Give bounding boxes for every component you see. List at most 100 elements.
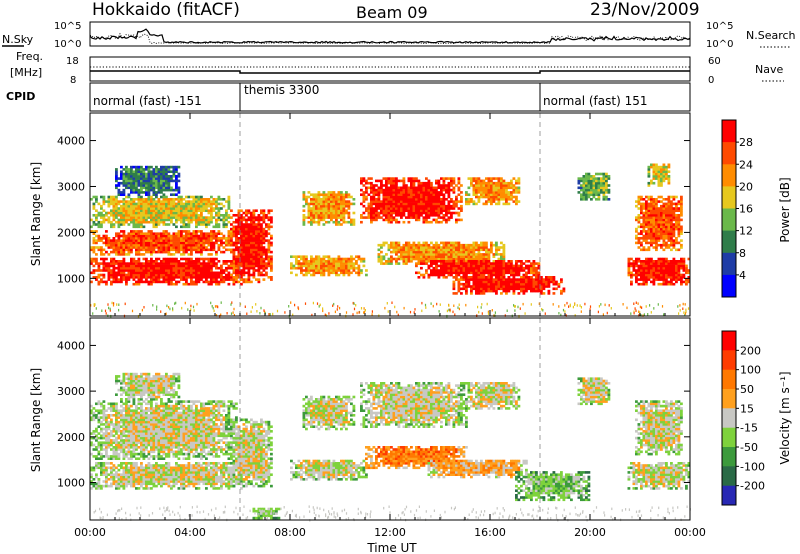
- heatmap-cell: [392, 186, 396, 190]
- heatmap-cell: [392, 204, 396, 208]
- heatmap-cell: [165, 200, 168, 203]
- heatmap-cell: [120, 211, 123, 215]
- heatmap-cell: [585, 181, 588, 185]
- heatmap-cell: [265, 271, 268, 275]
- heatmap-cell: [477, 255, 481, 258]
- heatmap-cell: [257, 214, 261, 217]
- heatmap-cell: [102, 214, 106, 217]
- heatmap-cell: [387, 193, 391, 196]
- heatmap-cell: [492, 188, 496, 192]
- heatmap-cell: [642, 264, 646, 268]
- heatmap-cell: [347, 202, 351, 206]
- heatmap-cell: [192, 260, 196, 263]
- heatmap-cell: [672, 266, 676, 270]
- heatmap-cell: [427, 253, 431, 256]
- heatmap-cell: [487, 200, 491, 203]
- heatmap-cell: [585, 175, 588, 178]
- heatmap-cell: [197, 243, 201, 247]
- heatmap-cell: [222, 271, 226, 275]
- heatmap-cell: [485, 276, 488, 279]
- heatmap-cell: [527, 287, 531, 291]
- heatmap-cell: [147, 230, 151, 233]
- heatmap-cell: [395, 220, 398, 224]
- heatmap-cell: [487, 273, 491, 277]
- heatmap-cell: [387, 216, 391, 219]
- heatmap-cell: [295, 257, 298, 261]
- heatmap-cell: [167, 175, 171, 178]
- heatmap-cell: [205, 218, 208, 222]
- heatmap-cell: [155, 218, 158, 222]
- heatmap-cell: [235, 237, 238, 240]
- heatmap-cell: [122, 188, 126, 192]
- heatmap-cell: [142, 209, 146, 212]
- heatmap-cell: [217, 273, 221, 277]
- heatmap-cell: [335, 209, 338, 212]
- heatmap-cell: [170, 170, 173, 173]
- heatmap-cell: [162, 181, 166, 185]
- heatmap-cell: [245, 218, 248, 222]
- heatmap-cell: [482, 278, 486, 281]
- heatmap-cell: [325, 211, 328, 215]
- heatmap-cell: [480, 260, 483, 263]
- heatmap-cell: [187, 220, 191, 224]
- heatmap-cell: [100, 195, 103, 199]
- heatmap-cell: [530, 262, 533, 265]
- heatmap-cell: [527, 276, 531, 279]
- heatmap-cell: [475, 287, 478, 291]
- heatmap-cell: [405, 250, 408, 254]
- heatmap-cell: [117, 271, 121, 275]
- heatmap-cell: [512, 287, 516, 291]
- heatmap-cell: [512, 285, 516, 288]
- heatmap-cell: [115, 262, 118, 265]
- heatmap-cell: [650, 266, 653, 270]
- heatmap-cell: [392, 257, 396, 261]
- heatmap-cell: [257, 250, 261, 254]
- heatmap-cell: [140, 168, 143, 171]
- heatmap-cell: [532, 271, 536, 275]
- heatmap-cell: [445, 257, 448, 261]
- heatmap-cell: [197, 278, 201, 281]
- heatmap-cell: [337, 260, 341, 263]
- heatmap-cell: [422, 246, 426, 249]
- heatmap-cell: [400, 253, 403, 256]
- heatmap-cell: [472, 191, 476, 194]
- heatmap-cell: [150, 273, 153, 277]
- heatmap-cell: [475, 191, 478, 194]
- heatmap-cell: [172, 271, 176, 275]
- heatmap-cell: [500, 269, 503, 272]
- heatmap-cell: [492, 193, 496, 196]
- heatmap-cell: [507, 191, 511, 194]
- heatmap-cell: [637, 218, 641, 222]
- heatmap-cell: [185, 204, 188, 208]
- heatmap-cell: [112, 225, 116, 229]
- heatmap-cell: [175, 234, 178, 238]
- heatmap-cell: [240, 260, 243, 263]
- heatmap-cell: [290, 255, 293, 258]
- heatmap-cell: [392, 198, 396, 201]
- heatmap-cell: [230, 276, 233, 279]
- heatmap-cell: [305, 195, 308, 199]
- heatmap-cell: [552, 276, 556, 279]
- heatmap-cell: [440, 264, 443, 268]
- heatmap-cell: [125, 264, 128, 268]
- heatmap-cell: [595, 186, 598, 190]
- heatmap-cell: [262, 214, 266, 217]
- heatmap-cell: [542, 278, 546, 281]
- heatmap-cell: [482, 246, 486, 249]
- heatmap-cell: [177, 234, 181, 238]
- heatmap-cell: [350, 218, 353, 222]
- heatmap-cell: [270, 276, 273, 279]
- heatmap-cell: [390, 200, 393, 203]
- heatmap-cell: [267, 227, 271, 231]
- heatmap-cell: [197, 269, 201, 272]
- heatmap-cell: [205, 241, 208, 245]
- heatmap-cell: [662, 269, 666, 272]
- heatmap-cell: [105, 269, 108, 272]
- heatmap-cell: [450, 266, 453, 270]
- heatmap-cell: [125, 239, 128, 242]
- heatmap-cell: [305, 271, 308, 275]
- heatmap-cell: [222, 260, 226, 263]
- heatmap-cell: [482, 276, 486, 279]
- heatmap-cell: [125, 195, 128, 199]
- heatmap-cell: [250, 264, 253, 268]
